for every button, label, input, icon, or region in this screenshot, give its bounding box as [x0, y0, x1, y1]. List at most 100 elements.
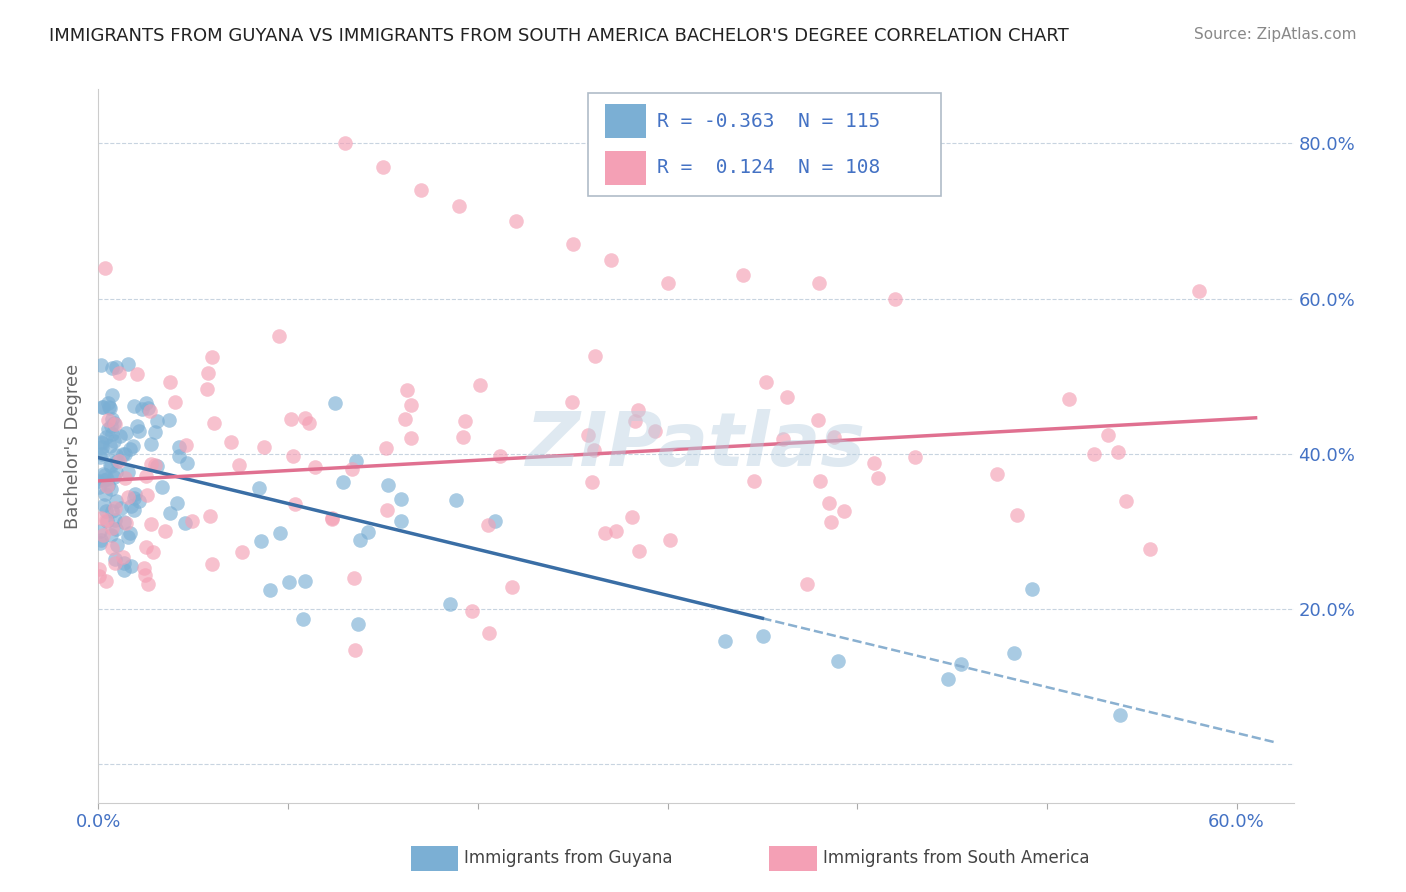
Point [344, 642, 367, 657]
Point [578, 428, 600, 442]
Point [101, 541, 124, 555]
Point [107, 367, 129, 381]
Point [371, 160, 394, 174]
Point [101, 411, 124, 425]
Point [112, 563, 135, 577]
Point [91, 400, 114, 414]
Point [122, 503, 145, 517]
Point [139, 403, 162, 417]
Point [294, 411, 316, 425]
Point [142, 545, 165, 559]
Point [91, 436, 114, 450]
Point [143, 425, 166, 439]
Point [340, 462, 363, 476]
Point [104, 359, 127, 374]
Point [468, 378, 491, 392]
Point [1107, 445, 1129, 459]
Point [94, 574, 117, 589]
Point [159, 375, 181, 389]
Point [115, 516, 138, 530]
Point [94, 513, 117, 527]
Text: IMMIGRANTS FROM GUYANA VS IMMIGRANTS FROM SOUTH AMERICA BACHELOR'S DEGREE CORREL: IMMIGRANTS FROM GUYANA VS IMMIGRANTS FRO… [49, 27, 1069, 45]
Point [120, 559, 142, 574]
Point [135, 540, 157, 554]
Point [122, 399, 145, 413]
Point [807, 413, 830, 427]
Point [259, 583, 281, 598]
Point [267, 329, 290, 343]
Point [135, 396, 157, 410]
Point [100, 504, 122, 518]
Point [755, 376, 778, 390]
Point [197, 366, 219, 380]
Point [139, 517, 162, 532]
Point [114, 447, 136, 461]
Point [120, 499, 142, 513]
Point [333, 136, 356, 151]
Point [159, 506, 181, 520]
Point [100, 521, 122, 535]
Point [321, 511, 343, 525]
Text: R =  0.124  N = 108: R = 0.124 N = 108 [657, 158, 880, 178]
Point [103, 434, 125, 449]
Point [201, 557, 224, 571]
Point [454, 414, 477, 428]
Point [117, 530, 139, 544]
Point [105, 466, 128, 480]
Point [986, 467, 1008, 481]
Point [439, 598, 461, 612]
Point [195, 382, 218, 396]
Point [1002, 646, 1025, 660]
Point [321, 512, 343, 526]
Point [181, 514, 204, 528]
Point [253, 441, 276, 455]
Point [104, 500, 127, 515]
Point [277, 574, 299, 589]
Point [166, 496, 188, 510]
Point [283, 449, 305, 463]
Point [585, 349, 607, 363]
Point [90, 511, 112, 525]
Point [131, 401, 153, 416]
Point [292, 612, 315, 626]
Point [561, 394, 583, 409]
Point [87, 569, 110, 583]
Point [294, 574, 316, 588]
Point [103, 470, 125, 484]
Point [796, 577, 818, 591]
Y-axis label: Bachelor's Degree: Bachelor's Degree [65, 363, 83, 529]
Text: Immigrants from Guyana: Immigrants from Guyana [464, 849, 672, 867]
Point [714, 634, 737, 648]
Point [198, 508, 221, 523]
Point [332, 475, 354, 490]
Point [304, 459, 326, 474]
Point [146, 414, 169, 428]
Point [627, 543, 650, 558]
Point [949, 657, 972, 672]
Point [117, 490, 139, 504]
Point [143, 458, 166, 473]
Point [298, 416, 321, 430]
Point [105, 454, 128, 468]
Point [114, 471, 136, 485]
Point [89, 562, 111, 576]
Point [173, 516, 195, 530]
Point [135, 488, 157, 502]
Point [128, 494, 150, 508]
Point [409, 183, 432, 197]
Point [484, 514, 506, 528]
Point [105, 538, 128, 552]
Point [375, 441, 398, 455]
Point [820, 515, 842, 529]
Point [125, 418, 148, 433]
Point [93, 498, 115, 512]
Point [98, 400, 121, 414]
Point [97, 422, 120, 436]
Point [90, 358, 112, 372]
Point [658, 533, 681, 548]
Point [344, 454, 367, 468]
Point [401, 431, 423, 445]
Point [219, 434, 242, 449]
Point [174, 438, 197, 452]
Point [98, 401, 121, 416]
